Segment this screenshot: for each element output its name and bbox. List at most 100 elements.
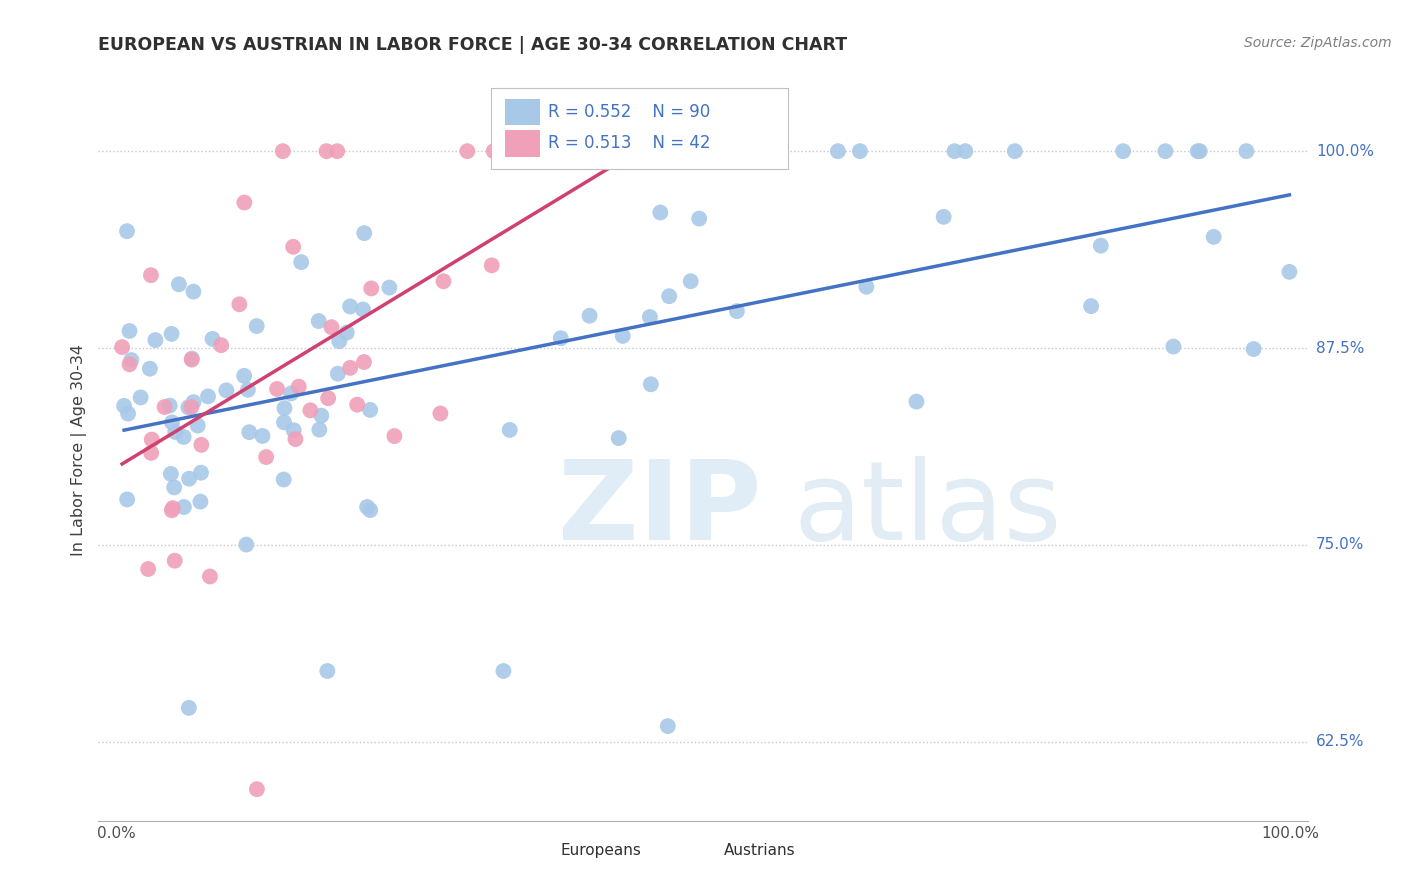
Point [183, 285, 205, 299]
Point [187, 418, 209, 433]
Point [1004, 144, 1026, 158]
Point [254, 450, 277, 464]
Point [943, 144, 966, 158]
Point [326, 367, 349, 381]
Point [273, 415, 295, 429]
Point [201, 332, 224, 346]
Y-axis label: In Labor Force | Age 30-34: In Labor Force | Age 30-34 [72, 344, 87, 557]
Point [640, 377, 662, 392]
Point [162, 501, 184, 516]
Point [932, 210, 955, 224]
Point [339, 360, 361, 375]
Point [316, 664, 339, 678]
Point [308, 423, 330, 437]
Point [177, 701, 200, 715]
Point [657, 719, 679, 733]
Point [118, 324, 141, 338]
Point [266, 382, 288, 396]
Text: Europeans: Europeans [561, 844, 641, 858]
FancyBboxPatch shape [526, 839, 557, 863]
Point [560, 144, 582, 158]
Point [550, 331, 572, 345]
Point [1187, 144, 1209, 158]
Point [1234, 144, 1257, 158]
Point [198, 569, 221, 583]
Point [283, 423, 305, 437]
Point [139, 268, 162, 282]
Point [955, 144, 977, 158]
Point [180, 352, 202, 367]
Point [111, 340, 134, 354]
Point [352, 302, 374, 317]
Point [658, 289, 681, 303]
Point [190, 466, 212, 480]
Point [173, 430, 195, 444]
Point [180, 400, 202, 414]
Point [503, 144, 526, 158]
Point [280, 386, 302, 401]
Point [284, 432, 307, 446]
Point [1243, 342, 1265, 356]
Point [118, 357, 141, 371]
Point [190, 494, 212, 508]
Point [141, 446, 163, 460]
Point [429, 407, 451, 421]
Point [1278, 265, 1301, 279]
Point [1080, 299, 1102, 313]
Point [1188, 144, 1211, 158]
Point [197, 389, 219, 403]
Point [905, 394, 928, 409]
Point [215, 384, 238, 398]
Point [179, 472, 201, 486]
Point [145, 333, 167, 347]
Text: Source: ZipAtlas.com: Source: ZipAtlas.com [1244, 36, 1392, 50]
Text: EUROPEAN VS AUSTRIAN IN LABOR FORCE | AGE 30-34 CORRELATION CHART: EUROPEAN VS AUSTRIAN IN LABOR FORCE | AG… [98, 36, 848, 54]
Point [228, 297, 250, 311]
Text: ZIP: ZIP [558, 456, 761, 563]
Point [688, 211, 710, 226]
Point [167, 277, 190, 292]
Point [499, 423, 522, 437]
Point [359, 503, 381, 517]
Point [177, 401, 200, 415]
Point [299, 403, 322, 417]
Point [283, 240, 305, 254]
Point [235, 538, 257, 552]
Point [607, 144, 630, 158]
Point [326, 144, 349, 158]
Point [328, 334, 350, 349]
Text: atlas: atlas [793, 456, 1062, 563]
Text: R = 0.513    N = 42: R = 0.513 N = 42 [548, 134, 710, 153]
Point [353, 226, 375, 240]
Point [141, 433, 163, 447]
Text: 100.0%: 100.0% [1316, 144, 1374, 159]
Point [160, 416, 183, 430]
Point [238, 425, 260, 440]
Point [153, 400, 176, 414]
Point [160, 467, 183, 481]
Point [190, 438, 212, 452]
Point [378, 280, 401, 294]
Point [129, 391, 152, 405]
Point [271, 144, 294, 158]
Point [607, 431, 630, 445]
Point [273, 473, 295, 487]
Point [481, 258, 503, 272]
Point [315, 144, 337, 158]
Point [336, 326, 359, 340]
Point [679, 274, 702, 288]
Point [236, 383, 259, 397]
Point [173, 500, 195, 514]
Point [233, 368, 256, 383]
FancyBboxPatch shape [689, 839, 720, 863]
Point [160, 326, 183, 341]
Point [321, 320, 343, 334]
Point [1202, 230, 1225, 244]
Point [252, 429, 274, 443]
Point [311, 409, 333, 423]
Point [165, 425, 187, 439]
Text: 62.5%: 62.5% [1316, 734, 1364, 749]
Point [139, 361, 162, 376]
Point [160, 503, 183, 517]
Point [827, 144, 849, 158]
